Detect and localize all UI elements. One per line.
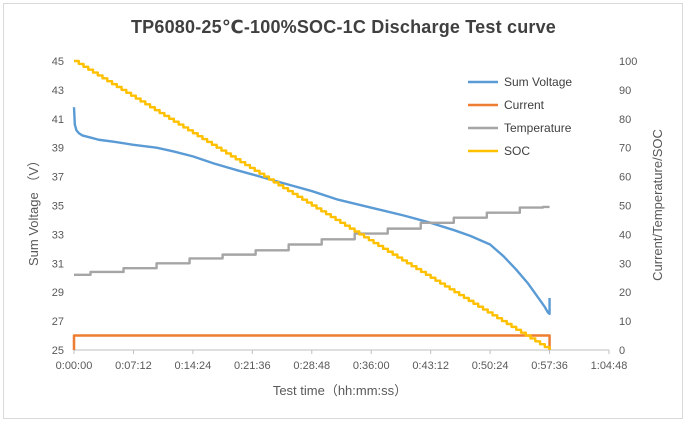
- y-left-tick-label: 27: [52, 316, 64, 328]
- legend: Sum Voltage Current Temperature SOC: [468, 75, 572, 158]
- x-tick-label: 0:00:00: [56, 360, 93, 372]
- legend-label-temperature: Temperature: [504, 121, 572, 135]
- x-tick-label: 0:07:12: [115, 360, 152, 372]
- y-right-tick-label: 100: [619, 56, 637, 68]
- y-left-tick-label: 43: [52, 85, 64, 97]
- y-right-tick-label: 10: [619, 316, 631, 328]
- x-tick-label: 0:57:36: [531, 360, 568, 372]
- y-left-tick-label: 31: [52, 258, 64, 270]
- y-right-tick-label: 90: [619, 85, 631, 97]
- x-tick-label: 1:04:48: [591, 360, 628, 372]
- y-right-tick-label: 80: [619, 114, 631, 126]
- y-left-tick-label: 41: [52, 114, 64, 126]
- y-left-tick-label: 33: [52, 229, 64, 241]
- axes: 0:00:00 0:07:12 0:14:24 0:21:36 0:28:48 0:36:…: [52, 56, 638, 372]
- series-temperature-line: [74, 205, 550, 277]
- x-tick-label: 0:28:48: [293, 360, 330, 372]
- y-right-tick-label: 0: [619, 345, 625, 357]
- legend-label-soc: SOC: [504, 144, 530, 158]
- x-axis-label: Test time（hh:mm:ss）: [273, 383, 407, 398]
- y-left-tick-label: 45: [52, 56, 64, 68]
- y-left-tick-label: 39: [52, 143, 64, 155]
- y-right-tick-label: 70: [619, 143, 631, 155]
- x-tick-label: 0:14:24: [175, 360, 212, 372]
- x-tick-label: 0:50:24: [472, 360, 509, 372]
- y-left-tick-label: 25: [52, 345, 64, 357]
- y-left-tick-label: 35: [52, 201, 64, 213]
- y-axis-left-label: Sum Voltage （V）: [26, 154, 41, 266]
- legend-label-sum-voltage: Sum Voltage: [504, 75, 572, 89]
- y-axis-right-label: Current/Temperature/SOC: [650, 129, 665, 281]
- series-soc-line: [74, 59, 551, 350]
- y-right-tick-label: 30: [619, 258, 631, 270]
- y-right-tick-label: 20: [619, 287, 631, 299]
- y-right-tick-label: 60: [619, 172, 631, 184]
- x-tick-label: 0:43:12: [412, 360, 449, 372]
- chart-title: TP6080-25℃-100%SOC-1C Discharge Test cur…: [130, 17, 557, 37]
- y-right-tick-label: 40: [619, 229, 631, 241]
- legend-label-current: Current: [504, 98, 545, 112]
- x-tick-label: 0:21:36: [234, 360, 271, 372]
- y-left-tick-label: 29: [52, 287, 64, 299]
- x-tick-label: 0:36:00: [353, 360, 390, 372]
- series-sum-voltage-line: [72, 107, 551, 316]
- series-current-line: [72, 334, 551, 350]
- y-right-tick-label: 50: [619, 201, 631, 213]
- series-group: [72, 59, 551, 350]
- y-left-tick-label: 37: [52, 172, 64, 184]
